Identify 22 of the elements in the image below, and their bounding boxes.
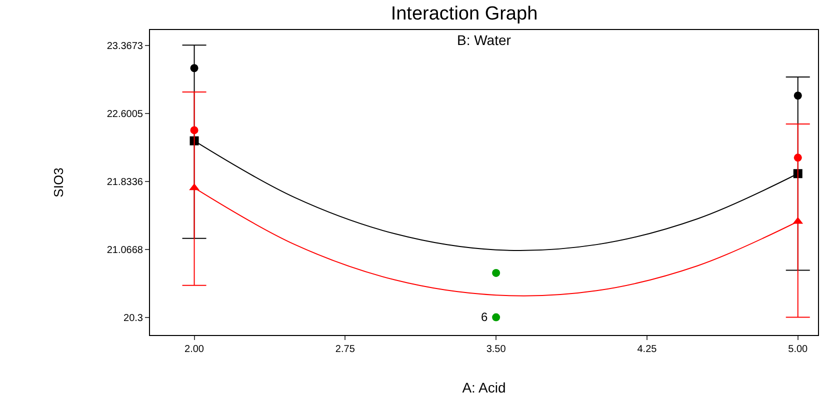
x-tick-label: 4.25 [637, 344, 658, 355]
y-axis-title: SIO3 [50, 168, 66, 198]
x-tick-label: 5.00 [788, 344, 808, 355]
chart-subtitle: B: Water [457, 32, 512, 48]
y-tick-label: 21.8336 [106, 176, 144, 188]
y-tick-label: 23.3673 [106, 40, 144, 52]
point [794, 154, 802, 162]
x-axis-title: A: Acid [462, 379, 506, 396]
y-tick-label: 22.6005 [106, 108, 144, 120]
point [794, 92, 802, 100]
point [189, 183, 200, 190]
chart-title: Interaction Graph [390, 3, 538, 24]
point [492, 313, 500, 322]
y-tick-label: 20.3 [124, 312, 144, 324]
x-tick-label: 2.75 [335, 344, 356, 355]
point [190, 126, 198, 134]
point [492, 268, 500, 277]
x-tick-label: 3.50 [486, 344, 506, 355]
y-tick-label: 21.0668 [106, 244, 144, 256]
annotation: 6 [481, 310, 488, 324]
x-tick-label: 2.00 [184, 344, 204, 355]
point [190, 64, 198, 72]
